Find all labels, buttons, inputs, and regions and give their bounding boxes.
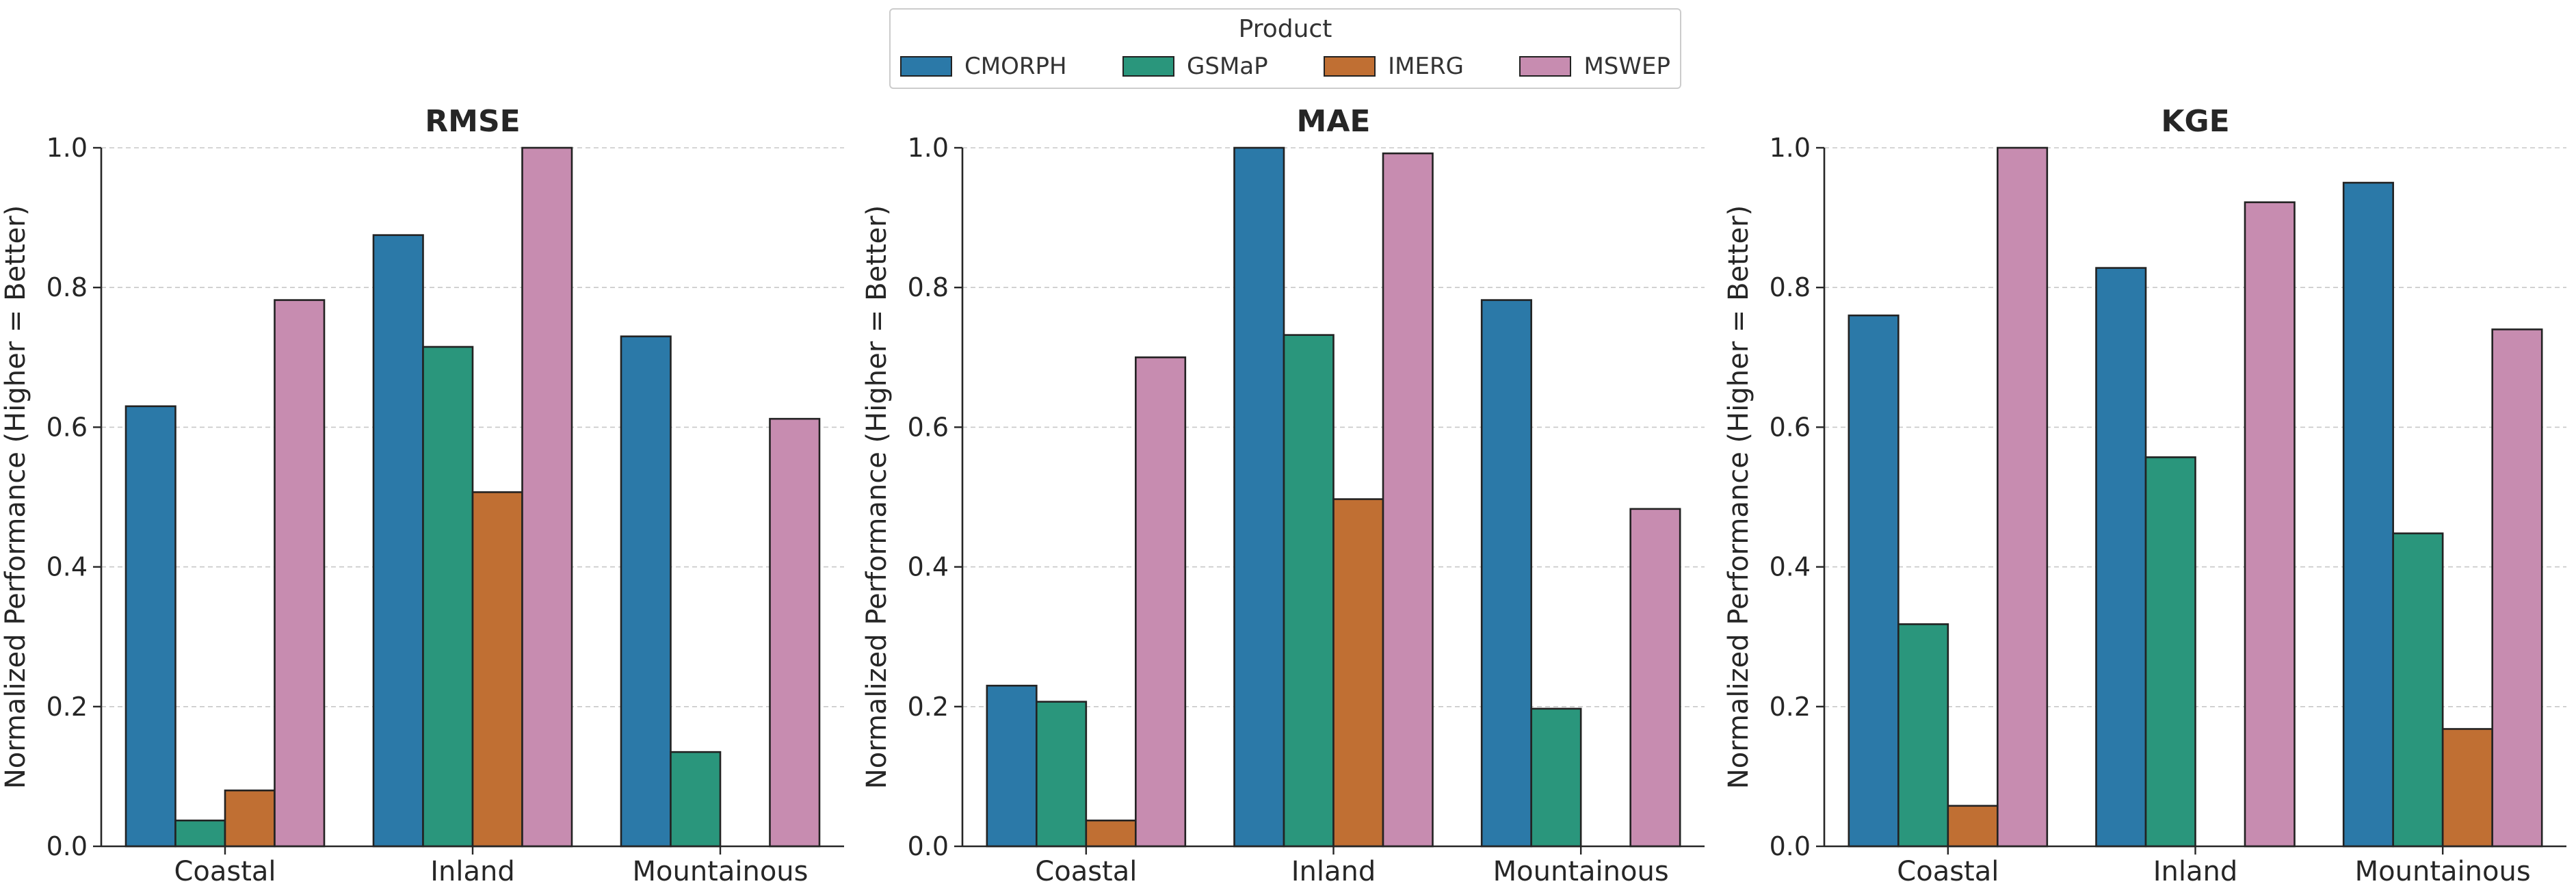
panel-mae-bar-imerg-coastal bbox=[1085, 819, 1137, 848]
panel-mae-bar-mswep-coastal bbox=[1135, 356, 1187, 848]
panel-mae-ylabel: Normalized Performance (Higher = Better) bbox=[861, 205, 893, 789]
panel-mae-xtick-label: Coastal bbox=[1035, 856, 1137, 886]
legend-swatch-imerg bbox=[1324, 56, 1376, 77]
panel-rmse-xtick-label: Coastal bbox=[174, 856, 276, 886]
panel-rmse-bar-cmorph-coastal bbox=[124, 405, 176, 848]
panel-rmse-ytick-label: 0.8 bbox=[47, 272, 88, 302]
panel-mae-ytick-label: 0.6 bbox=[908, 412, 949, 442]
panel-kge-bar-gsmap-inland bbox=[2144, 456, 2196, 848]
panel-kge-ytick-label: 0.0 bbox=[1770, 831, 1811, 861]
panel-kge-bar-imerg-coastal bbox=[1947, 805, 1999, 848]
panel-kge-bar-mswep-coastal bbox=[1997, 146, 2049, 848]
legend-swatch-cmorph bbox=[900, 56, 952, 77]
panel-rmse-xtick-label: Mountainous bbox=[632, 856, 808, 886]
legend-item-gsmap: GSMaP bbox=[1122, 53, 1268, 80]
legend-label-gsmap: GSMaP bbox=[1187, 53, 1268, 80]
panel-rmse-bar-mswep-coastal bbox=[274, 299, 326, 848]
panel-kge-xtick-label: Mountainous bbox=[2355, 856, 2531, 886]
panel-mae-bar-gsmap-coastal bbox=[1036, 701, 1088, 848]
panel-mae-bar-gsmap-inland bbox=[1283, 334, 1335, 848]
panel-rmse-bar-mswep-mountainous bbox=[769, 417, 821, 848]
panel-mae-bar-cmorph-mountainous bbox=[1480, 299, 1532, 848]
panel-kge-xtick-label: Coastal bbox=[1897, 856, 1999, 886]
panel-mae-bar-cmorph-coastal bbox=[986, 684, 1038, 848]
panel-kge-ytick-label: 0.4 bbox=[1770, 552, 1811, 582]
legend-title: Product bbox=[1238, 15, 1332, 43]
panel-rmse-ylabel: Normalized Performance (Higher = Better) bbox=[0, 205, 31, 789]
panel-mae-xtick-label: Inland bbox=[1291, 856, 1376, 886]
panel-kge-title: KGE bbox=[2161, 104, 2229, 139]
panel-mae-ytick-label: 1.0 bbox=[908, 133, 949, 163]
panel-rmse-ytick-label: 0.4 bbox=[47, 552, 88, 582]
legend-label-imerg: IMERG bbox=[1388, 53, 1464, 80]
panel-rmse-xtick-label: Inland bbox=[430, 856, 515, 886]
panel-mae-ytick-label: 0.4 bbox=[908, 552, 949, 582]
panel-rmse-bar-cmorph-mountainous bbox=[620, 335, 672, 848]
panel-kge-xtick-label: Inland bbox=[2153, 856, 2238, 886]
panel-rmse-bar-gsmap-coastal bbox=[174, 819, 226, 848]
panel-kge-bar-gsmap-coastal bbox=[1897, 623, 1949, 848]
panel-mae-ytick-label: 0.0 bbox=[908, 831, 949, 861]
panel-rmse-bar-imerg-coastal bbox=[224, 790, 276, 848]
legend-label-cmorph: CMORPH bbox=[964, 53, 1067, 80]
panel-mae-bar-cmorph-inland bbox=[1233, 146, 1285, 848]
panel-mae-ytick-label: 0.8 bbox=[908, 272, 949, 302]
panel-kge-ytick-label: 0.8 bbox=[1770, 272, 1811, 302]
panel-rmse-ytick-label: 0.0 bbox=[47, 831, 88, 861]
panel-rmse-title: RMSE bbox=[425, 104, 520, 139]
legend-item-cmorph: CMORPH bbox=[900, 53, 1067, 80]
panel-kge-bar-mswep-mountainous bbox=[2491, 328, 2543, 848]
panel-mae-bar-mswep-inland bbox=[1382, 152, 1434, 848]
panel-kge-ytick-label: 0.2 bbox=[1770, 692, 1811, 722]
panel-rmse-bar-imerg-inland bbox=[471, 491, 523, 848]
panel-rmse-bar-cmorph-inland bbox=[372, 234, 424, 848]
panel-rmse-ytick-label: 1.0 bbox=[47, 133, 88, 163]
panel-kge-ytick-label: 1.0 bbox=[1770, 133, 1811, 163]
panel-rmse-bar-mswep-inland bbox=[521, 146, 573, 848]
legend-swatch-gsmap bbox=[1122, 56, 1175, 77]
panel-kge-ytick-label: 0.6 bbox=[1770, 412, 1811, 442]
legend-item-mswep: MSWEP bbox=[1519, 53, 1670, 80]
panel-mae-bar-gsmap-mountainous bbox=[1530, 707, 1582, 848]
panel-mae-title: MAE bbox=[1297, 104, 1371, 139]
panel-mae-ytick-label: 0.2 bbox=[908, 692, 949, 722]
legend: Product CMORPH GSMaP IMERG MSWEP bbox=[889, 8, 1681, 89]
panel-rmse-bar-gsmap-inland bbox=[422, 346, 474, 848]
panel-mae-bar-mswep-mountainous bbox=[1629, 508, 1681, 848]
panel-mae-xtick-label: Mountainous bbox=[1493, 856, 1669, 886]
panel-kge-bar-cmorph-inland bbox=[2095, 267, 2147, 848]
panel-rmse-bar-gsmap-mountainous bbox=[670, 751, 722, 848]
panel-kge-bar-cmorph-mountainous bbox=[2342, 181, 2394, 848]
panel-kge-ylabel: Normalized Performance (Higher = Better) bbox=[1723, 205, 1754, 789]
legend-label-mswep: MSWEP bbox=[1583, 53, 1670, 80]
panel-mae-bar-imerg-inland bbox=[1332, 498, 1384, 848]
panel-kge-bar-cmorph-coastal bbox=[1848, 314, 1900, 848]
panel-rmse-ytick-label: 0.6 bbox=[47, 412, 88, 442]
panel-kge-bar-mswep-inland bbox=[2244, 201, 2296, 848]
legend-item-imerg: IMERG bbox=[1324, 53, 1464, 80]
panel-kge-bar-imerg-mountainous bbox=[2441, 728, 2493, 848]
legend-swatch-mswep bbox=[1519, 56, 1572, 77]
panel-kge-bar-gsmap-mountainous bbox=[2392, 532, 2444, 848]
panel-rmse-ytick-label: 0.2 bbox=[47, 692, 88, 722]
